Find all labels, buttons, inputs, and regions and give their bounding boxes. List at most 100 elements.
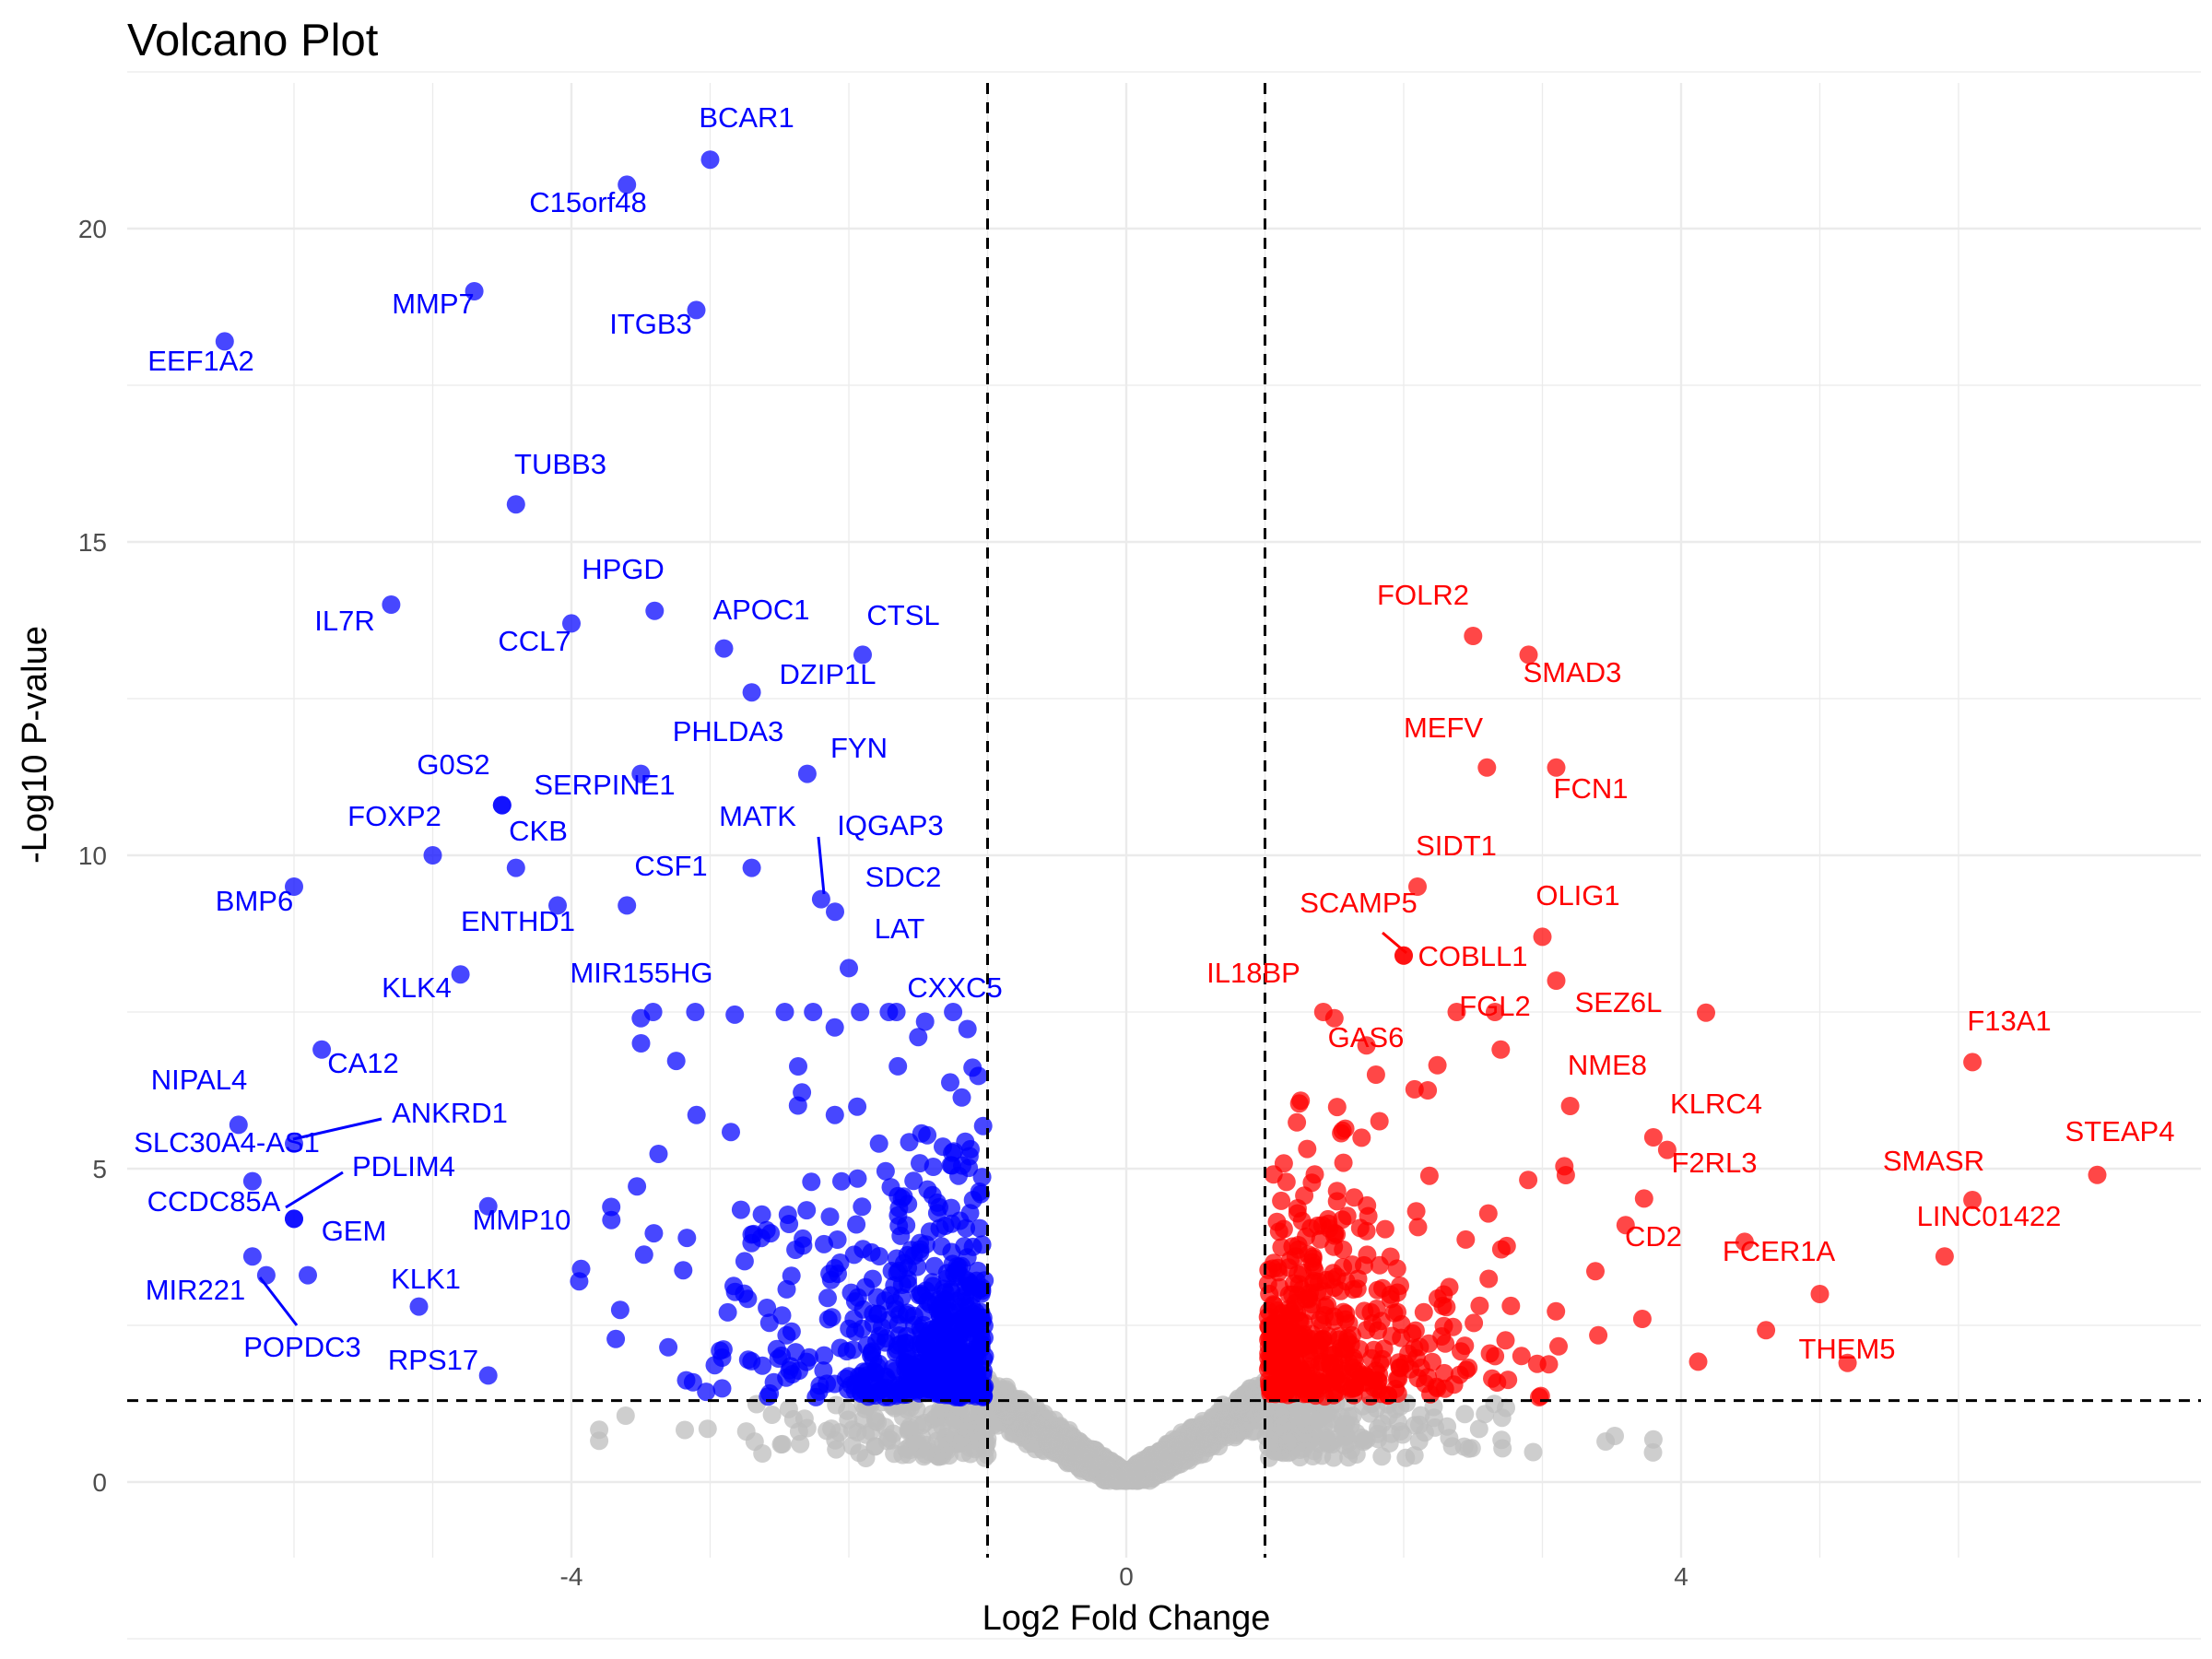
down-point	[911, 1240, 930, 1259]
up-point	[1308, 1216, 1327, 1235]
threshold-lines	[127, 83, 2201, 1558]
gene-label: KLRC4	[1670, 1088, 1762, 1120]
down-point	[735, 1252, 754, 1271]
down-point	[242, 1171, 262, 1191]
up-point	[1264, 1165, 1283, 1184]
gene-label: ENTHD1	[461, 905, 575, 937]
down-point	[738, 1289, 758, 1309]
ns-point	[797, 1418, 817, 1438]
up-point	[1589, 1325, 1608, 1345]
gene-label: KLK4	[382, 971, 452, 1004]
up-point	[1295, 1371, 1314, 1390]
down-point	[809, 1382, 829, 1401]
up-point	[1288, 1265, 1307, 1284]
up-point	[1358, 1245, 1377, 1265]
up-point	[1616, 1216, 1635, 1235]
down-point	[912, 1334, 931, 1353]
up-point	[1320, 1342, 1339, 1360]
down-point	[618, 896, 637, 915]
gene-label: IL18BP	[1206, 957, 1300, 989]
gene-label: IQGAP3	[837, 809, 943, 841]
down-point	[775, 1003, 794, 1021]
gene-label: ANKRD1	[392, 1097, 508, 1129]
gene-label: THEM5	[1798, 1333, 1895, 1365]
down-point	[826, 902, 844, 922]
gene-label: PHLDA3	[673, 715, 784, 747]
gene-label: CTSL	[866, 599, 939, 631]
ns-point	[1178, 1430, 1197, 1449]
down-point	[711, 1341, 730, 1360]
ns-point	[865, 1437, 885, 1456]
gene-label: MIR155HG	[570, 957, 712, 989]
ns-point	[1335, 1436, 1354, 1455]
up-point	[1375, 1219, 1394, 1239]
down-point	[752, 1205, 771, 1224]
gene-label: SMASR	[1883, 1145, 1984, 1177]
down-point	[941, 1073, 959, 1092]
down-point	[825, 1105, 844, 1124]
down-point	[840, 1319, 859, 1338]
up-point	[1465, 1313, 1484, 1333]
down-point	[815, 1234, 833, 1253]
gene-label: C15orf48	[529, 186, 647, 218]
up-point	[1436, 1334, 1455, 1353]
gene-label: FOLR2	[1377, 579, 1469, 611]
ns-point	[1405, 1446, 1424, 1465]
down-point	[888, 1056, 908, 1076]
down-point	[960, 1276, 980, 1295]
ns-point	[791, 1434, 810, 1453]
up-point	[1935, 1247, 1954, 1266]
down-point	[753, 1356, 772, 1375]
down-point	[610, 1300, 629, 1320]
up-point	[1341, 1335, 1360, 1354]
gene-label: ITGB3	[609, 308, 692, 340]
gene-label: KLK1	[391, 1263, 461, 1295]
ns-point	[827, 1440, 846, 1459]
up-point	[1419, 1166, 1439, 1185]
gene-label: MMP10	[473, 1204, 571, 1236]
down-point	[916, 1356, 935, 1375]
gene-label: F13A1	[1967, 1005, 2051, 1037]
down-point	[797, 764, 817, 783]
up-point	[1324, 1008, 1344, 1028]
gene-label: GEM	[322, 1215, 387, 1247]
ns-point	[876, 1418, 895, 1437]
ns-point	[885, 1444, 904, 1464]
down-point	[958, 1019, 977, 1039]
up-point	[1406, 1202, 1426, 1221]
up-point	[1291, 1091, 1311, 1111]
down-point	[602, 1197, 621, 1217]
gene-label: CD2	[1625, 1220, 1682, 1253]
up-point	[1268, 1258, 1288, 1277]
down-point	[697, 1382, 716, 1402]
down-point	[815, 1346, 834, 1365]
up-point	[1530, 1388, 1548, 1406]
up-point	[1322, 1270, 1341, 1289]
chart-title: Volcano Plot	[127, 16, 379, 65]
up-point	[1327, 1382, 1347, 1402]
gene-label: MMP7	[392, 288, 475, 320]
gene-label: MATK	[719, 800, 796, 832]
up-point	[1444, 1375, 1464, 1394]
down-point	[677, 1371, 696, 1390]
up-point	[1384, 1303, 1404, 1323]
ns-point	[676, 1420, 694, 1440]
down-point	[229, 1115, 248, 1135]
down-point	[606, 1329, 626, 1348]
down-point	[677, 1229, 697, 1248]
down-point	[659, 1337, 678, 1357]
down-point	[802, 1172, 821, 1192]
gene-label: CCDC85A	[147, 1185, 281, 1218]
down-point	[631, 1008, 651, 1028]
down-point	[853, 1319, 872, 1338]
down-point	[285, 1209, 303, 1229]
label-leader-line	[292, 1117, 382, 1141]
up-point	[1419, 1334, 1439, 1353]
up-point	[1501, 1296, 1521, 1315]
up-point	[1428, 1055, 1447, 1075]
down-point	[761, 1224, 781, 1243]
y-tick-label: 5	[92, 1155, 107, 1183]
down-point	[818, 1288, 837, 1308]
up-point	[1447, 1003, 1466, 1021]
